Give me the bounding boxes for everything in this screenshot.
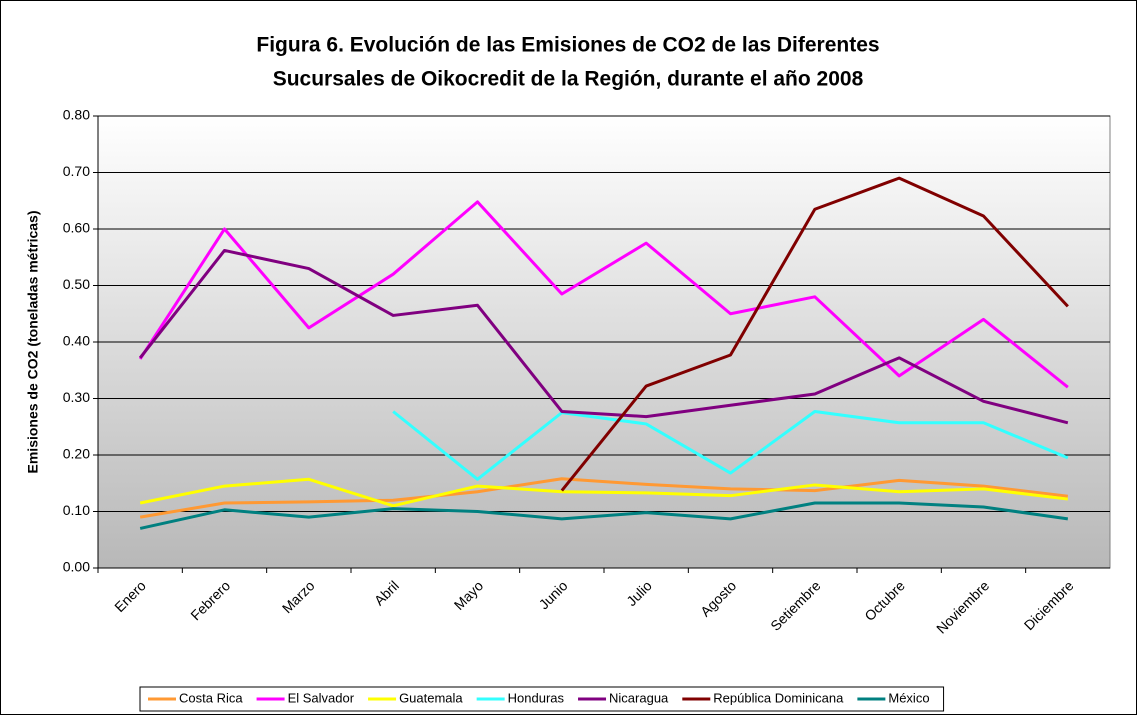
y-tick-label: 0.30	[63, 389, 90, 405]
series-line	[560, 176, 1069, 492]
y-tick-label: 0.50	[63, 276, 90, 292]
series-line	[138, 248, 1069, 425]
y-tick-label: 0.10	[63, 502, 90, 518]
y-tick-label: 0.40	[63, 333, 90, 349]
legend-label: Guatemala	[399, 690, 463, 705]
legend-label: Honduras	[508, 690, 565, 705]
series-line	[139, 477, 1069, 508]
legend-label: Costa Rica	[179, 690, 243, 705]
y-tick-label: 0.70	[63, 163, 90, 179]
chart-title: Sucursales de Oikocredit de la Región, d…	[273, 68, 864, 91]
chart-title: Figura 6. Evolución de las Emisiones de …	[256, 34, 879, 57]
legend-label: República Dominicana	[713, 690, 844, 705]
y-tick-label: 0.80	[63, 107, 90, 123]
y-tick-label: 0.20	[63, 446, 90, 462]
y-tick-label: 0.60	[63, 220, 90, 236]
y-axis-title: Emisiones de CO2 (toneladas métricas)	[25, 211, 41, 474]
series-line	[139, 477, 1069, 519]
legend-label: México	[888, 690, 929, 705]
legend-label: Nicaragua	[609, 690, 669, 705]
series-line	[392, 409, 1069, 481]
legend-label: El Salvador	[288, 690, 355, 705]
y-tick-label: 0.00	[63, 559, 90, 575]
series-line	[139, 501, 1069, 530]
